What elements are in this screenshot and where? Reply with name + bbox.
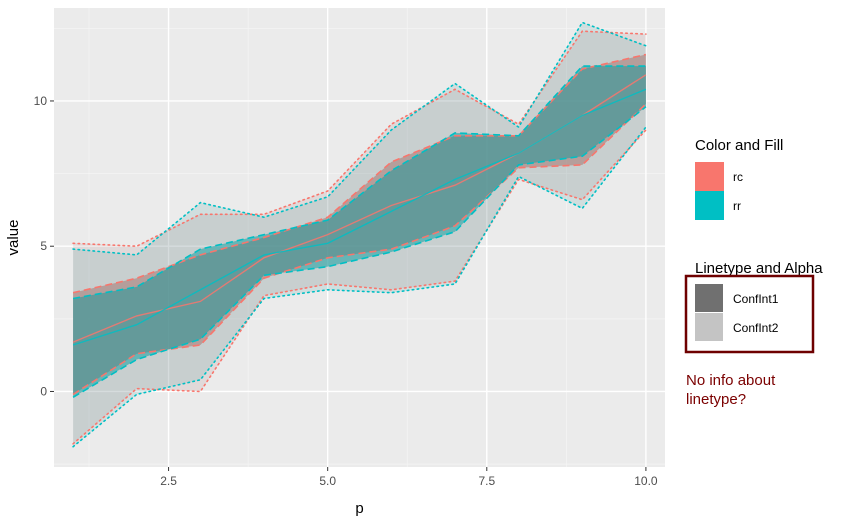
x-tick-label: 7.5: [478, 474, 495, 488]
annotation-note: No info about linetype?: [686, 371, 775, 409]
x-tick-label: 5.0: [319, 474, 336, 488]
legend-key-ConfInt1: [695, 284, 723, 312]
confint2-lower-line-rr: [72, 126, 647, 448]
ribbon-confint2-rr: [73, 22, 646, 447]
confint1-upper-line-rc: [72, 53, 647, 294]
ribbon-confint2-shade-rr: [73, 22, 646, 447]
y-tick-label: 5: [40, 239, 47, 253]
ribbon-confint1-shade-rr: [73, 66, 646, 398]
confint1-upper-line-rr: [72, 65, 646, 300]
annotation-line: linetype?: [686, 391, 747, 408]
confint2-upper-line-rc: [72, 30, 647, 248]
legend-key-rr: [695, 191, 724, 220]
confint1-lower-line-rc: [72, 103, 647, 396]
confint2-lower-line-rc: [72, 129, 647, 445]
x-tick-label: 2.5: [160, 474, 177, 488]
confint2-upper-line-rr: [72, 21, 647, 256]
legend-label-rc: rc: [733, 170, 743, 184]
legend-label-ConfInt1: ConfInt1: [733, 292, 779, 306]
ribbon-confint1-rc: [73, 54, 646, 395]
legend-label-rr: rr: [733, 199, 741, 213]
ribbon-confint1-rr: [73, 66, 646, 398]
legend-key-ConfInt2: [695, 313, 723, 341]
ribbon-confint2-shade-rc: [73, 31, 646, 444]
x-tick-label: 10.0: [634, 474, 658, 488]
ribbon-confint2-rc: [73, 31, 646, 444]
y-axis-title: value: [5, 220, 22, 256]
y-tick-label: 0: [40, 384, 47, 398]
legend-key-rc: [695, 162, 724, 191]
legend-title-linetype-alpha: Linetype and Alpha: [695, 260, 823, 277]
y-tick-label: 10: [34, 94, 48, 108]
legend-label-ConfInt2: ConfInt2: [733, 321, 779, 335]
mean-line-rr: [72, 88, 647, 346]
annotation-line: No info about: [686, 372, 776, 389]
legend-highlight-box: [684, 274, 815, 354]
x-axis-title: p: [355, 500, 363, 517]
legend-title-color-fill: Color and Fill: [695, 137, 783, 154]
confint1-lower-line-rr: [72, 106, 647, 398]
ribbon-confint1-shade-rc: [73, 54, 646, 395]
